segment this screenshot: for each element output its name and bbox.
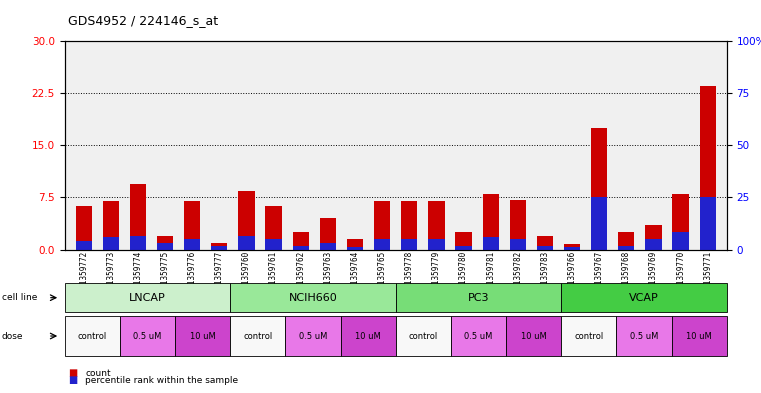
Text: control: control <box>575 332 603 340</box>
Bar <box>673 232 689 250</box>
Bar <box>103 237 119 250</box>
Text: LNCAP: LNCAP <box>129 293 166 303</box>
Bar <box>673 194 689 250</box>
Bar <box>564 244 580 250</box>
Bar <box>618 232 635 250</box>
Bar <box>157 236 174 250</box>
Text: VCAP: VCAP <box>629 293 659 303</box>
Bar <box>238 191 255 250</box>
Bar <box>130 184 146 250</box>
Bar <box>537 246 553 250</box>
Bar <box>103 201 119 250</box>
Text: count: count <box>85 369 111 378</box>
Bar <box>428 201 444 250</box>
Text: GDS4952 / 224146_s_at: GDS4952 / 224146_s_at <box>68 14 218 27</box>
Bar <box>130 236 146 250</box>
Bar <box>455 232 472 250</box>
Bar <box>537 236 553 250</box>
Text: 0.5 uM: 0.5 uM <box>464 332 492 340</box>
Text: 10 uM: 10 uM <box>521 332 546 340</box>
Bar <box>212 246 228 250</box>
Bar <box>591 128 607 250</box>
Bar <box>482 194 498 250</box>
Text: ■: ■ <box>68 375 78 386</box>
Bar <box>510 200 526 250</box>
Text: 0.5 uM: 0.5 uM <box>630 332 658 340</box>
Bar <box>293 246 309 250</box>
Bar <box>266 239 282 250</box>
Text: PC3: PC3 <box>468 293 489 303</box>
Bar <box>212 242 228 250</box>
Text: cell line: cell line <box>2 293 37 302</box>
Text: 0.5 uM: 0.5 uM <box>299 332 327 340</box>
Bar <box>645 225 661 250</box>
Bar <box>184 201 200 250</box>
Text: dose: dose <box>2 332 23 340</box>
Text: control: control <box>409 332 438 340</box>
Bar <box>455 246 472 250</box>
Bar <box>157 242 174 250</box>
Text: percentile rank within the sample: percentile rank within the sample <box>85 376 238 385</box>
Bar <box>75 206 92 250</box>
Bar <box>75 241 92 250</box>
Bar <box>618 246 635 250</box>
Bar <box>510 239 526 250</box>
Bar <box>347 247 363 250</box>
Bar <box>482 237 498 250</box>
Bar <box>699 86 716 250</box>
Text: ■: ■ <box>68 368 78 378</box>
Bar <box>591 197 607 250</box>
Text: 10 uM: 10 uM <box>189 332 215 340</box>
Bar <box>401 239 418 250</box>
Bar <box>401 201 418 250</box>
Text: control: control <box>244 332 272 340</box>
Bar <box>564 248 580 250</box>
Text: 0.5 uM: 0.5 uM <box>133 332 161 340</box>
Bar <box>699 197 716 250</box>
Text: control: control <box>78 332 107 340</box>
Bar <box>428 239 444 250</box>
Bar <box>320 242 336 250</box>
Bar <box>347 239 363 250</box>
Bar <box>184 239 200 250</box>
Bar <box>238 236 255 250</box>
Bar <box>374 201 390 250</box>
Text: 10 uM: 10 uM <box>355 332 381 340</box>
Text: NCIH660: NCIH660 <box>288 293 337 303</box>
Bar <box>645 239 661 250</box>
Bar <box>374 239 390 250</box>
Bar <box>266 206 282 250</box>
Text: 10 uM: 10 uM <box>686 332 712 340</box>
Bar <box>293 232 309 250</box>
Bar <box>320 218 336 250</box>
